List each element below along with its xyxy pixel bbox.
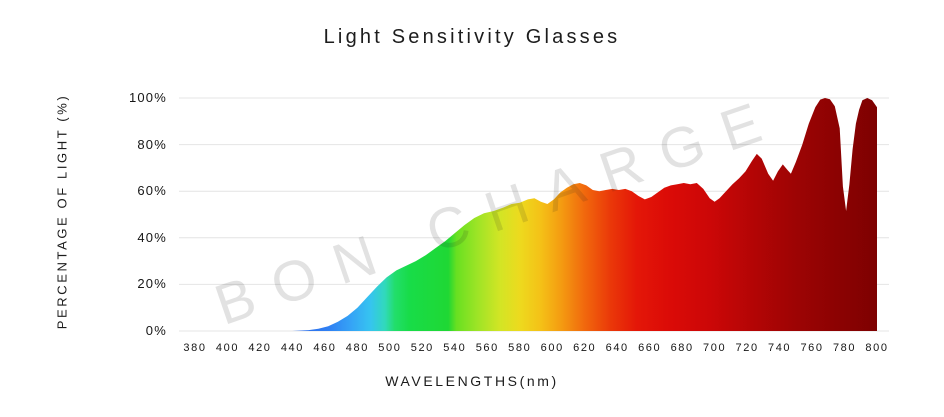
y-tick-label: 40% bbox=[137, 229, 167, 245]
x-axis-label: WAVELENGTHS(nm) bbox=[385, 373, 559, 389]
y-tick-label: 60% bbox=[137, 183, 167, 199]
x-tick-label: 460 bbox=[313, 342, 337, 354]
x-tick-label: 800 bbox=[865, 342, 889, 354]
x-tick-label: 700 bbox=[703, 342, 727, 354]
chart-title: Light Sensitivity Glasses bbox=[323, 26, 621, 48]
x-tick-label: 560 bbox=[475, 342, 499, 354]
x-tick-label: 440 bbox=[280, 342, 304, 354]
x-tick-label: 780 bbox=[832, 342, 857, 354]
x-tick-label: 620 bbox=[573, 342, 597, 354]
x-tick-label: 760 bbox=[800, 342, 824, 354]
x-tick-label: 660 bbox=[638, 342, 662, 354]
x-tick-label: 500 bbox=[378, 342, 402, 354]
x-tick-label: 580 bbox=[508, 342, 532, 354]
x-tick-label: 520 bbox=[410, 342, 434, 354]
y-tick-label: 0% bbox=[145, 323, 167, 338]
y-tick-label: 100% bbox=[128, 90, 167, 105]
x-tick-label: 720 bbox=[735, 342, 759, 354]
x-tick-label: 540 bbox=[443, 342, 467, 354]
transmission-area-series bbox=[292, 98, 877, 331]
y-tick-label: 20% bbox=[137, 276, 167, 292]
x-tick-label: 400 bbox=[215, 342, 240, 354]
x-tick-label: 680 bbox=[670, 342, 694, 354]
x-tick-label: 600 bbox=[540, 342, 564, 354]
x-tick-label: 380 bbox=[183, 342, 207, 354]
x-tick-label: 640 bbox=[605, 342, 629, 354]
x-tick-label: 740 bbox=[767, 342, 792, 354]
x-tick-label: 480 bbox=[345, 342, 369, 354]
x-tick-label: 420 bbox=[248, 342, 272, 354]
y-tick-label: 80% bbox=[137, 136, 167, 152]
